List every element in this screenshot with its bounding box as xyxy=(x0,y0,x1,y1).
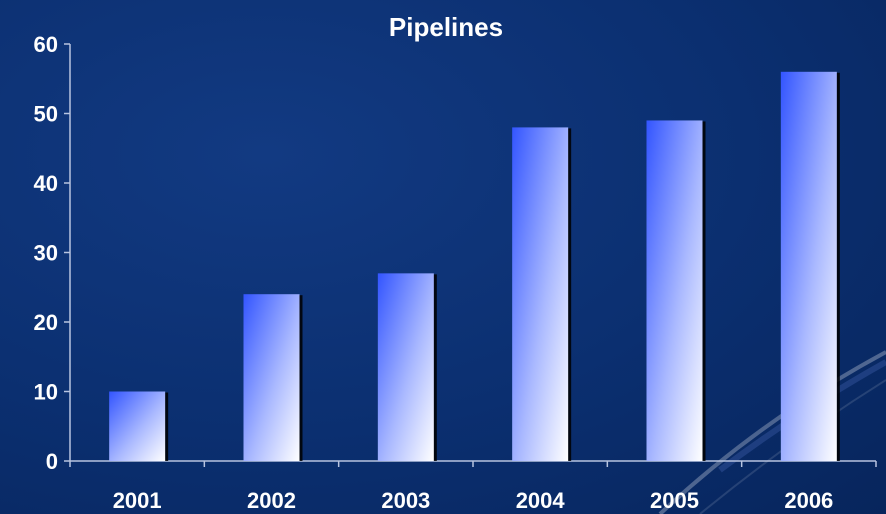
chart-title: Pipelines xyxy=(389,12,503,42)
y-tick-labels: 0 10 20 30 40 50 60 xyxy=(34,32,70,474)
x-tick-label: 2003 xyxy=(381,488,430,513)
bars xyxy=(109,71,840,462)
bar-2003 xyxy=(377,273,434,461)
bar-2002 xyxy=(243,294,300,461)
bar-2005 xyxy=(646,120,703,461)
y-tick-label: 30 xyxy=(34,241,58,266)
bar-2001 xyxy=(109,391,166,461)
x-tick-label: 2006 xyxy=(784,488,833,513)
y-tick-label: 60 xyxy=(34,32,58,57)
x-tick-label: 2005 xyxy=(650,488,699,513)
y-tick-label: 50 xyxy=(34,102,58,127)
x-tick-labels: 2001 2002 2003 2004 2005 2006 xyxy=(69,461,877,513)
y-tick-label: 0 xyxy=(46,449,58,474)
x-tick-label: 2002 xyxy=(247,488,296,513)
y-tick-label: 10 xyxy=(34,380,58,405)
y-tick-label: 40 xyxy=(34,171,58,196)
axes xyxy=(69,44,876,462)
x-tick-label: 2001 xyxy=(113,488,162,513)
bar-2004 xyxy=(512,127,569,462)
bar-2006 xyxy=(780,71,837,462)
x-tick-label: 2004 xyxy=(516,488,566,513)
y-tick-label: 20 xyxy=(34,310,58,335)
